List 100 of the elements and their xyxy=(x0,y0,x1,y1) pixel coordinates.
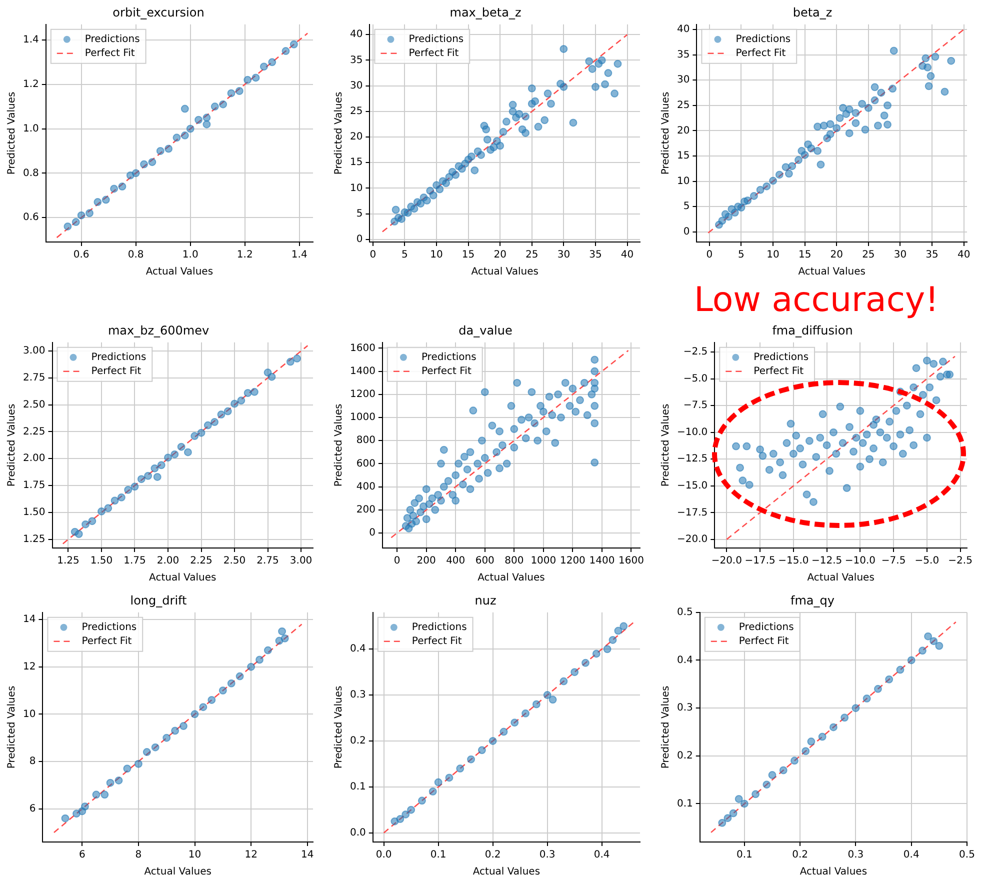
x-tick-label: 10 xyxy=(188,850,202,861)
legend-label: Perfect Fit xyxy=(421,366,472,377)
point xyxy=(930,637,938,646)
y-tick-label: 0.1 xyxy=(350,781,366,792)
point xyxy=(235,87,244,96)
point xyxy=(94,198,102,206)
chart-title: max_bz_600mev xyxy=(108,323,210,338)
x-tick-label: 25 xyxy=(526,250,538,261)
y-tick-label: −17.5 xyxy=(676,507,708,518)
point xyxy=(779,766,788,774)
x-tick-label: 200 xyxy=(416,556,436,567)
y-tick-label: 10 xyxy=(22,708,36,720)
point xyxy=(110,496,119,505)
y-tick-label: 14 xyxy=(22,614,36,626)
point xyxy=(548,696,557,704)
point xyxy=(836,114,844,122)
y-tick-label: 15 xyxy=(676,150,690,162)
point xyxy=(800,150,809,159)
y-tick-label: 20 xyxy=(350,132,363,143)
point xyxy=(510,718,519,727)
y-tick-label: 2.75 xyxy=(23,372,46,384)
y-tick-label: 2.25 xyxy=(23,426,46,438)
x-tick-label: 1600 xyxy=(618,556,644,567)
y-tick-label: 1.25 xyxy=(23,534,46,545)
point xyxy=(434,778,442,786)
point xyxy=(151,743,160,752)
point xyxy=(500,728,508,736)
point xyxy=(250,388,258,396)
point xyxy=(252,74,260,82)
point xyxy=(104,504,112,512)
point xyxy=(204,421,212,430)
chart-title: fma_qy xyxy=(790,593,834,608)
point xyxy=(737,204,746,212)
y-axis-title: Predicted Values xyxy=(6,686,18,769)
y-tick-label: 2.50 xyxy=(23,399,46,410)
point xyxy=(608,636,617,644)
point xyxy=(244,388,252,397)
point xyxy=(208,696,216,704)
point xyxy=(740,800,748,808)
point xyxy=(290,40,298,48)
point xyxy=(236,672,244,680)
point xyxy=(74,530,83,538)
legend-label: Predictions xyxy=(421,352,476,363)
point xyxy=(864,104,872,112)
point xyxy=(190,710,199,718)
legend-label: Predictions xyxy=(754,352,809,363)
point xyxy=(814,122,822,131)
y-tick-label: 400 xyxy=(356,481,376,492)
y-tick-label: 0.2 xyxy=(676,750,693,762)
point xyxy=(180,131,189,140)
x-tick-label: 3.00 xyxy=(290,556,312,567)
y-tick-label: 12 xyxy=(22,661,36,672)
point xyxy=(278,627,286,636)
point xyxy=(926,72,935,80)
point xyxy=(896,666,904,674)
y-tick-label: 40 xyxy=(676,24,690,36)
point xyxy=(180,104,189,113)
x-tick-label: 0.6 xyxy=(73,250,90,261)
point xyxy=(724,814,732,822)
chart-title: fma_diffusion xyxy=(772,323,853,338)
point xyxy=(179,722,188,730)
point xyxy=(407,806,416,814)
point xyxy=(784,170,793,178)
point xyxy=(137,475,146,484)
point xyxy=(172,134,181,142)
y-tick-label: 0.0 xyxy=(350,827,366,838)
point xyxy=(947,56,956,65)
legend-label: Predictions xyxy=(84,34,140,45)
y-tick-label: 800 xyxy=(356,435,376,446)
point xyxy=(730,208,739,217)
point xyxy=(818,732,826,741)
point xyxy=(861,126,870,134)
point xyxy=(134,760,142,768)
point xyxy=(210,102,219,111)
point xyxy=(86,209,94,218)
y-tick-label: 1200 xyxy=(350,388,376,400)
point xyxy=(729,809,738,818)
point xyxy=(218,686,227,695)
point xyxy=(832,124,841,132)
y-tick-label: 8 xyxy=(29,756,36,768)
point xyxy=(467,755,476,764)
y-tick-label: 1.4 xyxy=(22,34,39,46)
point xyxy=(532,700,540,708)
point xyxy=(734,794,743,803)
y-axis-title: Predicted Values xyxy=(334,92,345,175)
point xyxy=(97,507,106,516)
point xyxy=(870,96,879,104)
point xyxy=(877,88,886,97)
y-tick-label: 1.75 xyxy=(23,480,46,492)
point xyxy=(884,101,892,110)
point xyxy=(123,764,132,773)
point xyxy=(560,677,568,686)
point xyxy=(244,76,252,84)
x-tick-label: 0 xyxy=(394,556,400,567)
point xyxy=(775,170,784,179)
point xyxy=(790,756,798,765)
x-tick-label: 10 xyxy=(766,250,780,261)
point xyxy=(924,82,933,90)
x-tick-label: 20 xyxy=(830,250,843,261)
x-tick-label: 1.75 xyxy=(124,556,146,567)
